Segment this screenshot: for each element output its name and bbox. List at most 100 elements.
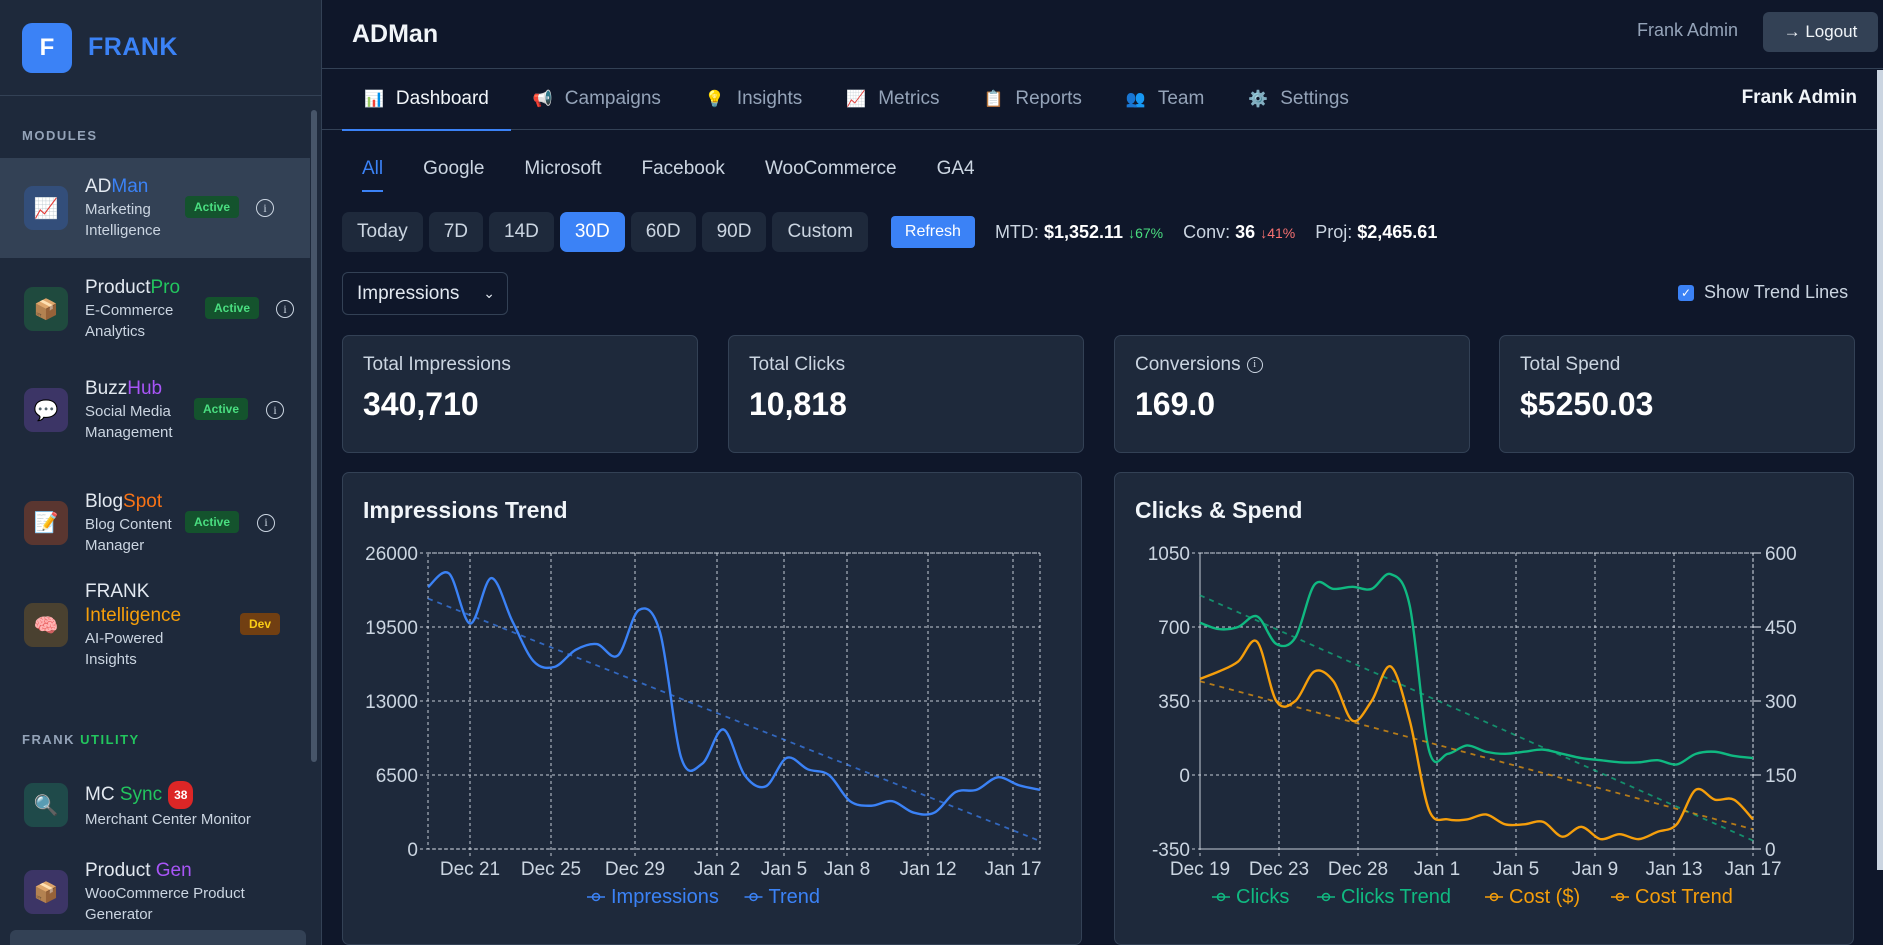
card-value: 169.0: [1135, 386, 1216, 422]
sidebar-utility[interactable]: 📦 Product Gen WooCommerce Product Generato…: [0, 857, 310, 927]
info-icon[interactable]: i: [257, 513, 275, 532]
range-button-60d[interactable]: 60D: [630, 212, 696, 252]
legend-item[interactable]: Cost Trend: [1611, 886, 1733, 908]
status-badge: Active: [185, 510, 240, 533]
range-button-90d[interactable]: 90D: [701, 212, 767, 252]
logout-button[interactable]: → Logout: [1763, 12, 1878, 52]
bar-chart-icon: 📊: [364, 91, 384, 108]
sidebar-module[interactable]: 📦 ProductPro E-Commerce Analytics Active i: [0, 259, 310, 359]
module-title: ProductPro: [85, 276, 185, 300]
x-tick-label: Dec 21: [440, 859, 500, 880]
legend-item[interactable]: Cost ($): [1485, 886, 1580, 908]
card-label: Total Spend: [1520, 354, 1621, 375]
module-title-suffix: Intelligence: [85, 605, 182, 626]
info-icon[interactable]: i: [276, 300, 294, 318]
card-label: Total Clicks: [749, 354, 846, 375]
legend-item[interactable]: Clicks: [1212, 886, 1289, 908]
legend-marker: [1321, 892, 1331, 902]
main-content: ADMan Frank Admin → Logout Frank Admin 📊…: [322, 0, 1883, 945]
source-tab-google[interactable]: Google: [423, 158, 485, 179]
range-button-7d[interactable]: 7D: [428, 212, 483, 252]
tab-reports[interactable]: 📋 Reports: [961, 69, 1103, 130]
stat-change: ↓41%: [1260, 224, 1296, 241]
range-button-custom[interactable]: Custom: [772, 212, 868, 252]
source-tab-all[interactable]: All: [342, 150, 403, 192]
chart-title: Clicks & Spend: [1135, 497, 1303, 523]
x-tick-label: Dec 19: [1170, 859, 1230, 880]
utility-section-label: FRANK UTILITY: [0, 732, 140, 747]
card-total-impressions: Total Impressions 340,710: [342, 335, 698, 453]
y-tick-label: 0: [1179, 766, 1190, 787]
chart-title: Impressions Trend: [363, 497, 568, 523]
legend-item[interactable]: Clicks Trend: [1317, 886, 1451, 908]
y-tick-label: 19500: [365, 618, 418, 639]
y-tick-label: 0: [407, 840, 418, 861]
brand-name: FRANK: [88, 33, 178, 61]
module-description: Marketing Intelligence: [85, 201, 161, 239]
range-button-today[interactable]: Today: [342, 212, 423, 252]
source-tab-ga4[interactable]: GA4: [936, 158, 975, 179]
tab-metrics[interactable]: 📈 Metrics: [824, 69, 961, 130]
range-button-30d[interactable]: 30D: [559, 212, 625, 252]
tab-insights[interactable]: 💡 Insights: [683, 69, 824, 130]
y-tick-label: 700: [1158, 618, 1190, 639]
stat-value: 36: [1235, 221, 1256, 242]
sidebar-utility[interactable]: 🔍 MC Sync 38 Merchant Center Monitor: [0, 770, 310, 840]
sidebar-module[interactable]: 📝 BlogSpot Blog Content Manager Active i: [0, 460, 310, 585]
tab-campaigns[interactable]: 📢 Campaigns: [511, 69, 683, 130]
info-icon[interactable]: i: [1246, 356, 1263, 373]
tab-team[interactable]: 👥 Team: [1104, 69, 1226, 130]
module-text: BuzzHub Social Media Management: [85, 377, 185, 443]
trend-toggle-label: Show Trend Lines: [1704, 282, 1849, 302]
metric-select[interactable]: Impressions ⌄: [342, 272, 508, 315]
module-title-suffix: Man: [111, 176, 149, 197]
chevron-down-icon: ⌄: [483, 285, 495, 301]
header-user-name: Frank Admin: [1637, 20, 1739, 40]
nav-user-name: Frank Admin: [1741, 87, 1857, 108]
stat-label: MTD:: [994, 221, 1039, 242]
tab-label: Dashboard: [395, 88, 489, 109]
module-title-prefix: Product: [85, 277, 151, 298]
series-line-2: [1199, 639, 1754, 841]
module-title-prefix: Blog: [85, 490, 124, 512]
refresh-button[interactable]: Refresh: [890, 216, 975, 248]
x-tick-label: Jan 17: [984, 859, 1041, 880]
checkbox-checked-icon[interactable]: ✓: [1678, 284, 1694, 301]
chart-legend: Clicks Clicks Trend Cost ($) Cost Trend: [1212, 886, 1733, 908]
brand[interactable]: F FRANK: [0, 0, 321, 96]
module-description: E-Commerce Analytics: [85, 302, 174, 340]
legend-label: Impressions: [611, 886, 719, 908]
x-tick-label: Dec 25: [521, 859, 581, 880]
source-tab-woocommerce[interactable]: WooCommerce: [764, 158, 897, 179]
legend-item[interactable]: Impressions: [587, 886, 719, 908]
modules-section-label: MODULES: [22, 128, 98, 143]
card-value: 10,818: [749, 386, 847, 422]
sidebar-module[interactable]: 📈 ADMan Marketing Intelligence Active i: [0, 158, 310, 258]
utility-label-prefix: FRANK: [22, 732, 75, 747]
sidebar-scrollbar[interactable]: [311, 110, 317, 762]
source-filter-tabs: All Google Microsoft Facebook WooCommerce GA4: [342, 150, 995, 192]
info-icon[interactable]: i: [256, 199, 274, 217]
legend-item[interactable]: Trend: [744, 886, 821, 908]
range-button-14d[interactable]: 14D: [489, 212, 554, 252]
tab-dashboard[interactable]: 📊 Dashboard: [342, 69, 511, 131]
chart-legend: Impressions Trend: [587, 886, 820, 908]
document-icon: 📝: [24, 500, 68, 545]
page-scrollbar[interactable]: [1877, 70, 1883, 870]
show-trend-lines-toggle[interactable]: ✓ Show Trend Lines: [1678, 282, 1848, 303]
utility-title: MC Sync 38: [85, 780, 285, 809]
tab-label: Metrics: [878, 88, 940, 109]
sidebar-module[interactable]: 🧠 FRANK Intelligence AI-Powered Insights Dev: [0, 581, 310, 668]
sidebar-module[interactable]: 💬 BuzzHub Social Media Management Active i: [0, 360, 310, 460]
info-icon[interactable]: i: [266, 401, 284, 419]
legend-label: Trend: [769, 886, 821, 908]
tab-settings[interactable]: ⚙️ Settings: [1226, 69, 1371, 130]
module-title-suffix: Hub: [127, 378, 163, 399]
module-title: FRANK Intelligence: [85, 580, 185, 628]
source-tab-microsoft[interactable]: Microsoft: [524, 158, 602, 179]
source-tab-facebook[interactable]: Facebook: [641, 158, 725, 179]
status-badge: Active: [185, 196, 240, 218]
tab-label: Settings: [1280, 88, 1349, 109]
legend-label: Clicks: [1236, 886, 1289, 908]
